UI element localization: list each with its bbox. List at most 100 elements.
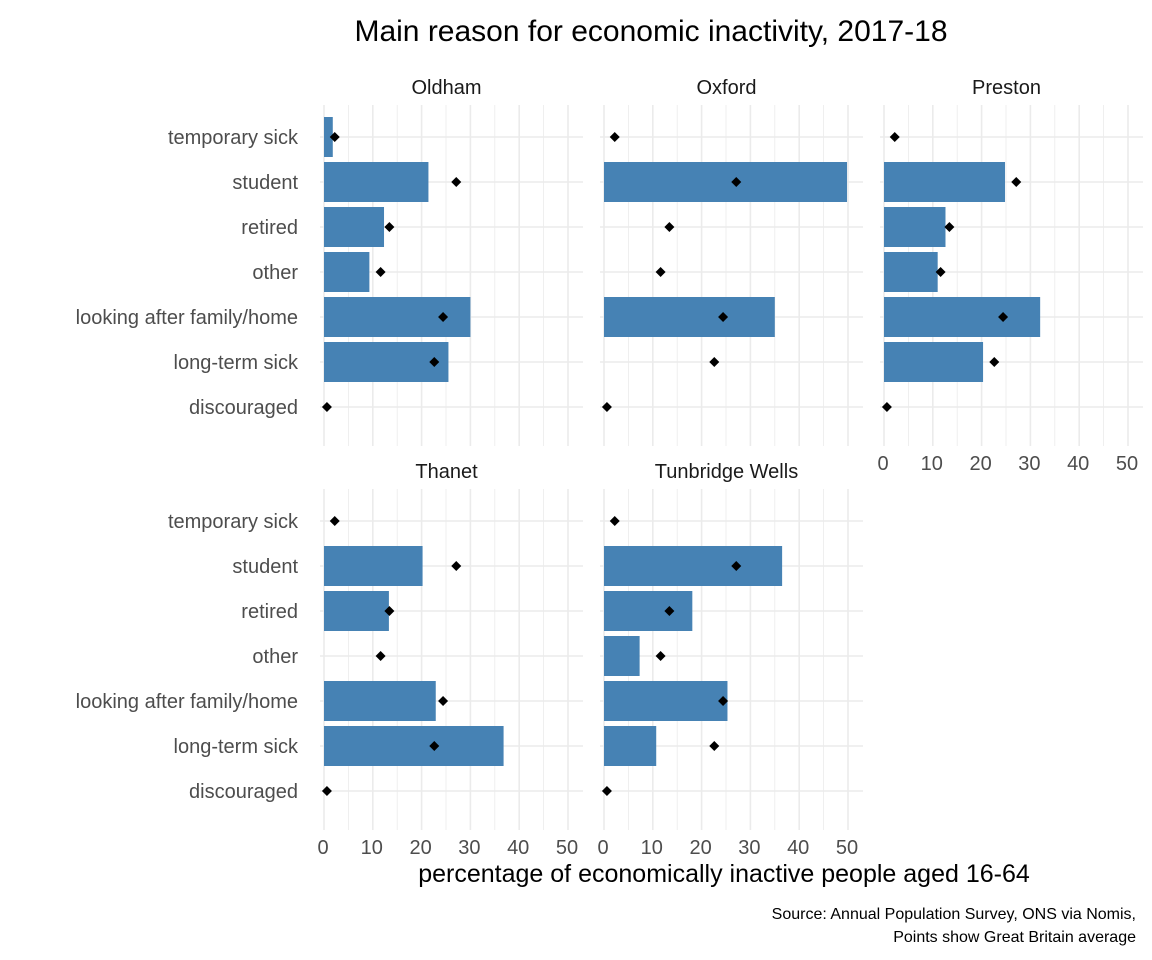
facets: Oldham temporary sick student retired other l… [76,77,1143,859]
x-tick-label: 10 [361,837,383,859]
gb-average-point [709,741,720,751]
bar-looking-after-family-home [884,297,1041,337]
category-label: discouraged [189,397,298,419]
x-tick-label: 30 [738,837,760,859]
facet-title: Oldham [411,77,481,99]
gb-average-point [718,312,729,322]
category-label: other [252,262,298,284]
gb-average-point [601,786,612,796]
gb-average-point [609,516,620,526]
gb-average-point [384,222,395,232]
x-tick-label: 30 [1018,453,1040,475]
category-label: other [252,646,298,668]
gb-average-point [375,651,386,661]
x-tick-label: 50 [556,837,578,859]
facet-oldham: Oldham temporary sick student retired other l… [76,77,583,446]
category-label: long-term sick [174,352,299,374]
gb-average-point [709,357,720,367]
gb-average-point [944,222,955,232]
bar-long-term-sick [604,726,657,766]
x-tick-label: 20 [969,453,991,475]
category-label: long-term sick [174,736,299,758]
bar-other [604,636,640,676]
x-tick-label: 50 [1116,453,1138,475]
category-label: student [232,556,298,578]
gb-average-point [601,402,612,412]
gb-average-point [321,786,332,796]
bar-retired [324,591,389,631]
gb-average-point [1011,177,1022,187]
bar-retired [884,207,946,247]
category-label: temporary sick [168,127,299,149]
gb-average-point [664,222,675,232]
facet-title: Tunbridge Wells [655,461,798,483]
x-tick-label: 10 [641,837,663,859]
bar-student [324,546,423,586]
facet-tunbridge-wells: Tunbridge Wells 0 10 20 30 40 50 [597,461,863,859]
gb-average-point [935,267,946,277]
gb-average-point [384,606,395,616]
gb-average-point [889,132,900,142]
bar-long-term-sick [324,342,449,382]
x-axis-label: percentage of economically inactive peop… [418,860,1030,888]
category-label: discouraged [189,781,298,803]
x-tick-label: 30 [458,837,480,859]
facet-title: Thanet [415,461,478,483]
x-tick-label: 20 [409,837,431,859]
gb-average-point [438,696,449,706]
bar-student [884,162,1006,202]
gb-average-point [329,516,340,526]
bar-other [324,252,370,292]
facet-thanet: Thanet temporary sick student retired other l… [76,461,583,859]
category-label: student [232,172,298,194]
caption-line-1: Source: Annual Population Survey, ONS vi… [772,906,1136,923]
bar-looking-after-family-home [324,297,471,337]
gb-average-point [881,402,892,412]
bar-looking-after-family-home [604,681,728,721]
x-tick-label: 40 [787,837,809,859]
x-tick-label: 40 [507,837,529,859]
gb-average-point [609,132,620,142]
gb-average-point [998,312,1009,322]
gb-average-point [655,651,666,661]
facet-oxford: Oxford [600,77,863,446]
bar-student [604,546,783,586]
x-tick-label: 0 [597,837,608,859]
bar-looking-after-family-home [604,297,775,337]
bar-looking-after-family-home [324,681,436,721]
facet-title: Oxford [696,77,756,99]
bar-temporary-sick [324,117,333,157]
gb-average-point [438,312,449,322]
bar-retired [604,591,693,631]
gb-average-point [989,357,1000,367]
category-label: temporary sick [168,511,299,533]
bar-other [884,252,938,292]
bar-student [604,162,848,202]
gb-average-point [731,177,742,187]
category-label: retired [241,601,298,623]
gb-average-point [451,561,462,571]
x-tick-label: 40 [1067,453,1089,475]
bar-long-term-sick [884,342,984,382]
category-label: looking after family/home [76,307,298,329]
chart-title: Main reason for economic inactivity, 201… [354,15,947,48]
bar-student [324,162,429,202]
gb-average-point [451,177,462,187]
gb-average-point [375,267,386,277]
gb-average-point [655,267,666,277]
x-tick-label: 0 [877,453,888,475]
gb-average-point [329,132,340,142]
x-tick-label: 0 [317,837,328,859]
bar-retired [324,207,385,247]
x-tick-label: 10 [921,453,943,475]
gb-average-point [731,561,742,571]
bar-long-term-sick [324,726,504,766]
gb-average-point [664,606,675,616]
facet-preston: Preston 0 10 20 30 40 50 [877,77,1143,475]
category-label: retired [241,217,298,239]
category-label: looking after family/home [76,691,298,713]
facet-title: Preston [972,77,1041,99]
gb-average-point [429,741,440,751]
gb-average-point [429,357,440,367]
